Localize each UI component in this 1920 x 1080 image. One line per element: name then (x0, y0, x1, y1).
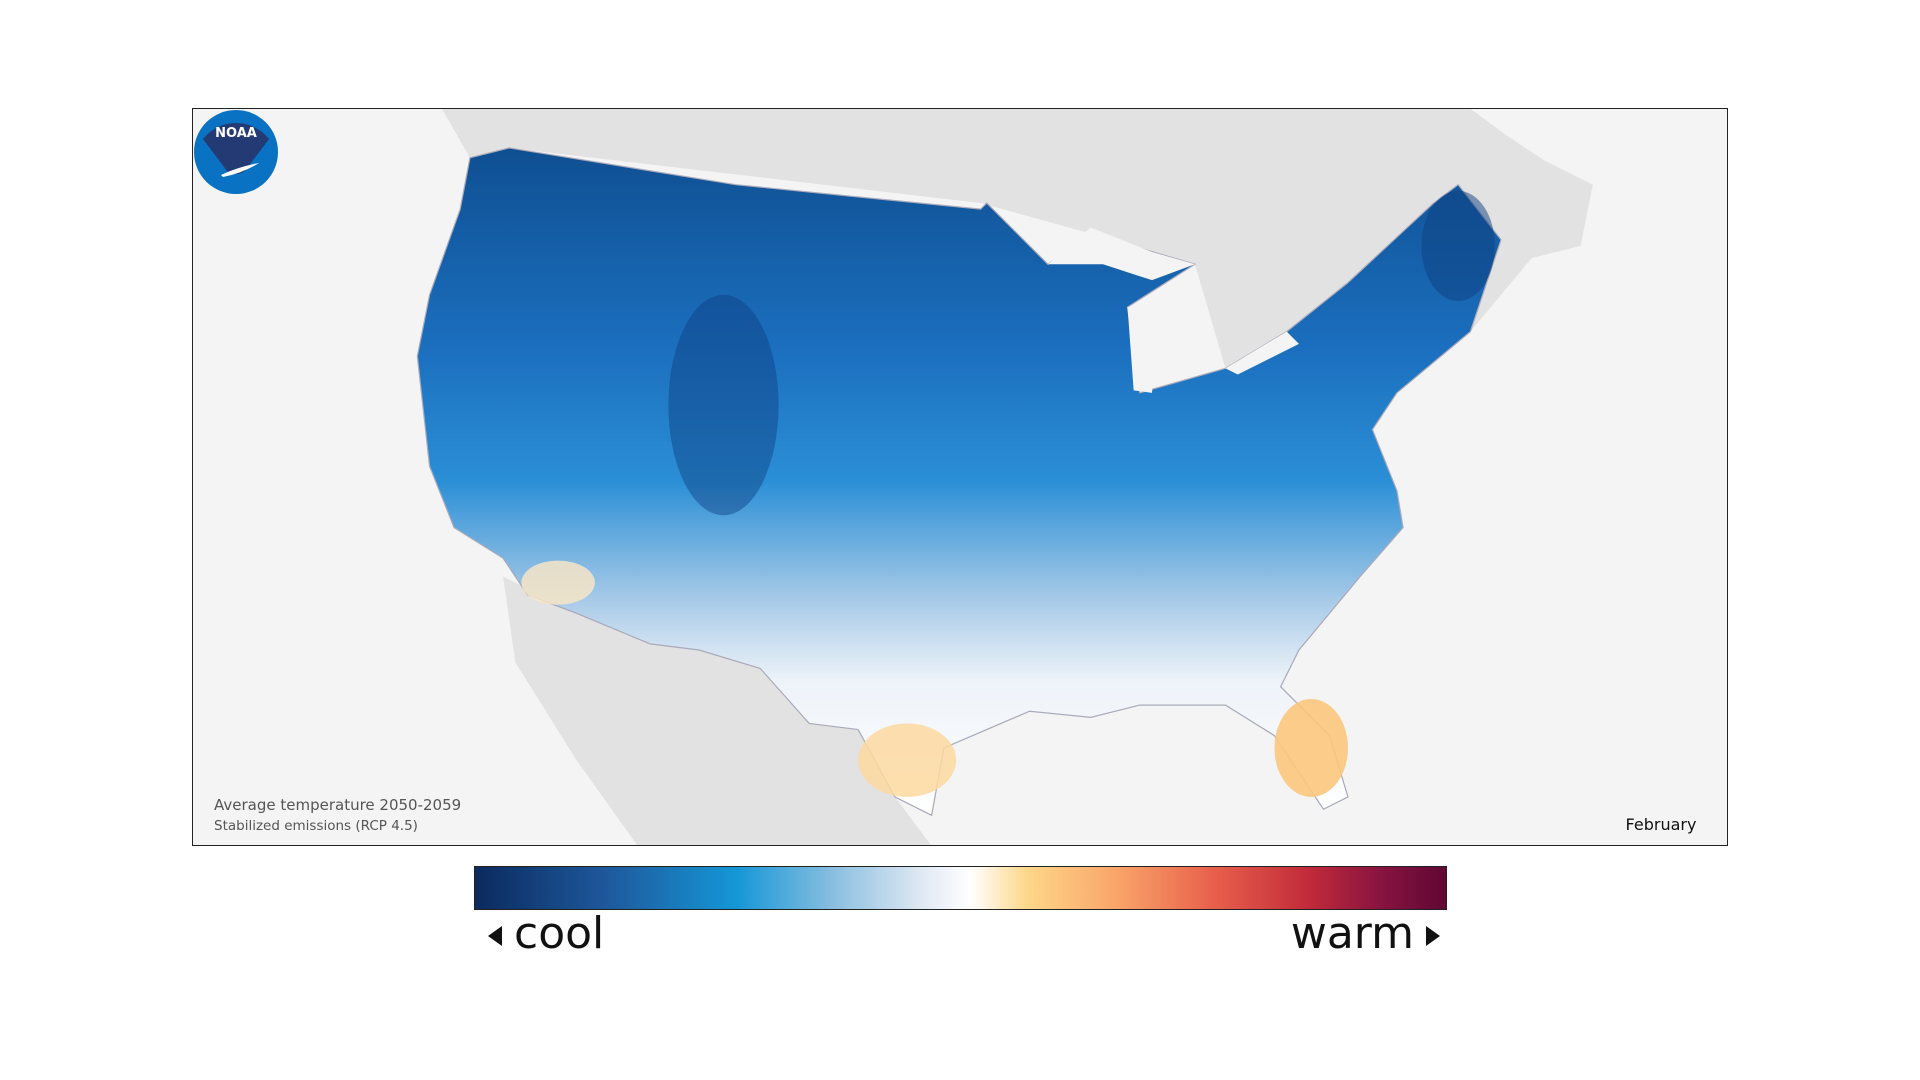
warm-label: warm (1290, 908, 1414, 959)
cool-label: cool (514, 908, 605, 959)
mexico-land (503, 576, 931, 845)
cool-legend: cool (488, 906, 604, 962)
maine-cold-area (1421, 190, 1495, 302)
rockies-cold-area (668, 294, 779, 516)
right-arrow-icon (1426, 926, 1440, 946)
color-scale-bar (474, 866, 1447, 910)
canada-land (441, 109, 1593, 381)
map-caption-title: Average temperature 2050-2059 (214, 796, 462, 814)
map-panel: Average temperature 2050-2059 Stabilized… (192, 108, 1728, 846)
month-label: February (1625, 815, 1697, 834)
florida-warm-area (1274, 698, 1348, 797)
warm-legend: warm (1291, 906, 1440, 962)
noaa-logo: NOAA (194, 110, 278, 194)
left-arrow-icon (488, 926, 502, 946)
texas-warm-area (858, 723, 957, 797)
svg-text:NOAA: NOAA (215, 126, 257, 141)
great-lakes (1047, 227, 1299, 393)
us-temperature-map (416, 109, 1593, 845)
arizona-warm-area (521, 560, 595, 605)
map-caption-scenario: Stabilized emissions (RCP 4.5) (214, 818, 418, 834)
